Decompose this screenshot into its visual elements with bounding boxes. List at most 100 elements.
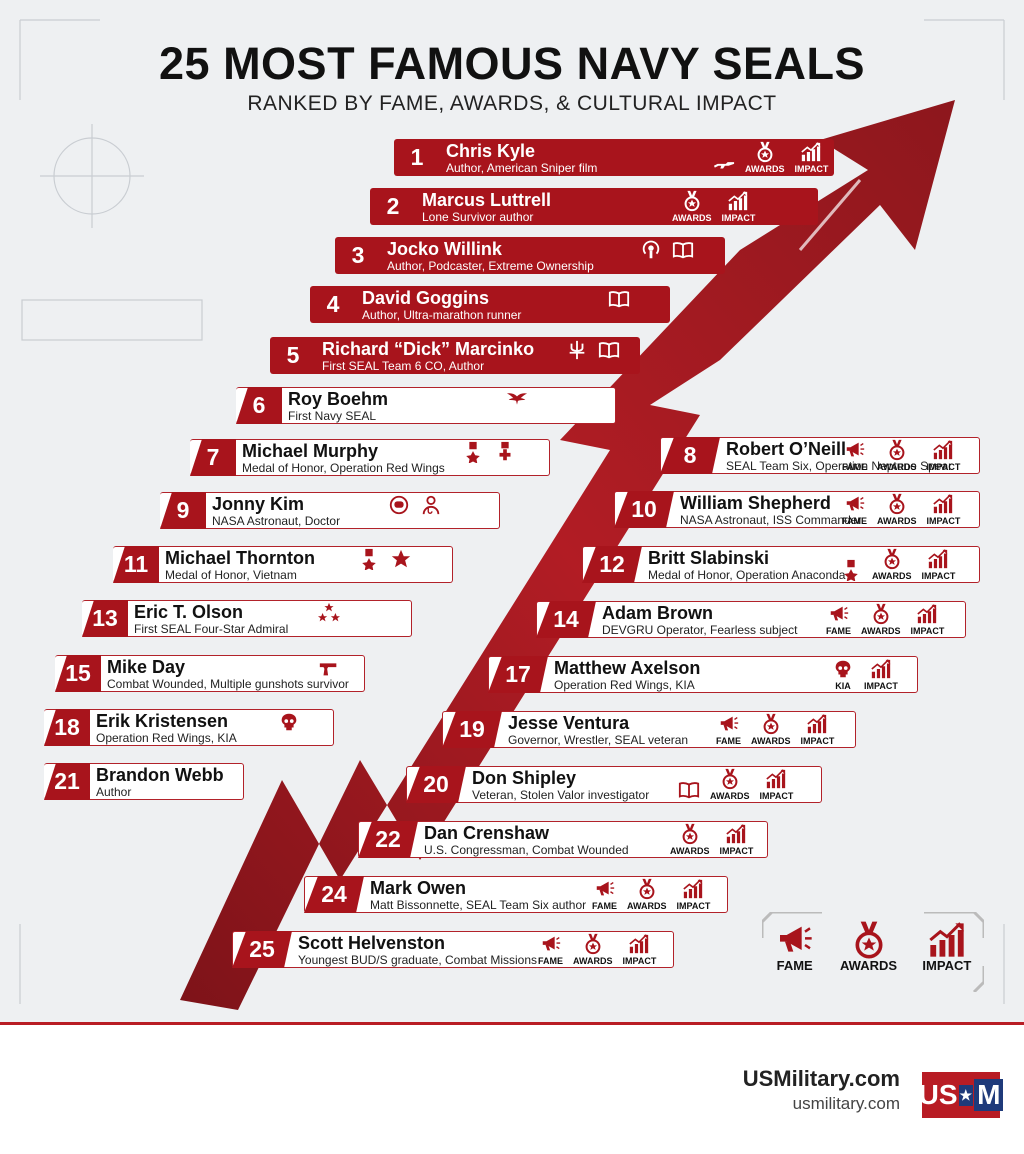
brand-url[interactable]: usmilitary.com [792,1094,900,1113]
icon-label: IMPACT [910,626,945,636]
seal-row-24: 24 Mark Owen Matt Bissonnette, SEAL Team S… [304,876,728,913]
row-icons [278,711,300,733]
icon-label: AWARDS [751,736,791,746]
row-panel [55,655,365,692]
seal-description: Author, Podcaster, Extreme Ownership [387,259,594,273]
book-icon [608,288,630,310]
seal-name: Jocko Willink [387,239,502,259]
seal-name: Mark Owen [370,878,467,898]
seal-info: Richard “Dick” Marcinko First SEAL Team 6… [322,339,534,373]
seal-info: David Goggins Author, Ultra-marathon runn… [362,288,521,322]
icon-label: IMPACT [759,791,794,801]
row-icons: FAME AWARDS IMPACT [716,713,834,746]
medal-icon: AWARDS [627,878,667,911]
seal-row-7: 7 Michael Murphy Medal of Honor, Operation… [190,439,550,476]
book-icon [598,339,620,361]
row-panel [406,766,822,803]
rank-badge: 12 [582,546,642,583]
seal-info: Dan Crenshaw U.S. Congressman, Combat Wou… [424,823,629,857]
seal-name: Brandon Webb [96,765,224,785]
seal-row-15: 15 Mike Day Combat Wounded, Multiple gunsh… [55,655,365,692]
row-icons: FAME AWARDS IMPACT [842,493,960,526]
legend-items: FAME AWARDS IMPACT [762,920,984,973]
seal-description: Operation Red Wings, KIA [96,731,237,745]
seal-description: Veteran, Stolen Valor investigator [472,788,650,802]
medal-icon: AWARDS [573,933,613,966]
icon-label: IMPACT [721,213,756,223]
seal-row-21: 21 Brandon Webb Author [44,763,244,800]
icon-label: KIA [835,681,851,691]
seal-description: NASA Astronaut, Doctor [212,514,341,528]
medal-icon: AWARDS [877,493,917,526]
seal-description: Medal of Honor, Operation Red Wings [242,461,445,475]
icon-legend: FAME AWARDS IMPACT [762,912,984,992]
skull-icon: KIA [832,658,854,691]
seal-row-12: 12 Britt Slabinski Medal of Honor, Operati… [582,546,980,583]
megaphone-icon: FAME [716,713,741,746]
star-icon: ★ [958,1084,974,1106]
arrow-highlight [798,179,862,251]
seal-info: Robert O’Neill SEAL Team Six, Operation N… [726,439,952,473]
row-icons [506,389,528,411]
seal-name: Don Shipley [472,768,577,788]
icon-label: FAME [592,901,618,911]
logo-left: US [918,1079,958,1110]
seal-name: Robert O’Neill [726,439,847,459]
seal-info: Scott Helvenston Youngest BUD/S graduate,… [298,933,537,967]
rank-badge: 1 [410,144,424,170]
four-stars-icon [318,602,340,624]
rising-arrow-graphic [19,19,1005,1010]
row-panel [335,237,725,274]
row-icons: KIA IMPACT [832,658,898,691]
arrow-svg [19,19,1005,1010]
brand-name[interactable]: USMilitary.com [742,1066,900,1091]
icon-label: IMPACT [800,736,835,746]
growth-chart-icon: IMPACT [922,548,955,581]
rank-badge: 4 [326,291,340,317]
rank-badge: 18 [44,709,90,746]
seal-name: Erik Kristensen [96,711,229,731]
row-icons [640,239,694,261]
usm-logo: US ★ M [918,1072,1004,1118]
pistol-icon [318,657,340,679]
cross-medal-icon [494,441,516,463]
row-icons: FAME AWARDS IMPACT [538,933,656,966]
row-icons: AWARDS IMPACT [713,141,828,174]
row-icons: AWARDS IMPACT [672,190,755,223]
seal-description: NASA Astronaut, ISS Commander [680,513,862,527]
doctor-icon [420,494,442,516]
icon-label: AWARDS [877,516,917,526]
icon-label: AWARDS [627,901,667,911]
row-icons: FAME AWARDS IMPACT [826,603,944,636]
row-icons [318,657,340,679]
seal-description: Youngest BUD/S graduate, Combat Missions [298,953,538,967]
divider [0,1022,1024,1025]
icon-label: AWARDS [745,164,785,174]
row-panel [358,821,768,858]
seal-row-10: 10 William Shepherd NASA Astronaut, ISS Co… [614,491,980,528]
seal-row-22: 22 Dan Crenshaw U.S. Congressman, Combat W… [358,821,768,858]
page-subtitle: RANKED BY FAME, AWARDS, & CULTURAL IMPAC… [247,92,777,115]
legend-label: FAME [776,958,813,973]
rank-badge: 3 [351,242,365,268]
seal-info: Adam Brown DEVGRU Operator, Fearless subj… [602,603,797,637]
row-panel [614,491,980,528]
seal-description: First Navy SEAL [288,409,377,423]
growth-chart-icon: IMPACT [721,190,756,223]
medal-icon [840,559,862,581]
seal-row-14: 14 Adam Brown DEVGRU Operator, Fearless su… [536,601,966,638]
seal-name: Roy Boehm [288,389,389,409]
infographic-canvas: 25 MOST FAMOUS NAVY SEALS RANKED BY FAME… [0,0,1024,1024]
row-panel [304,876,728,913]
row-panel [582,546,980,583]
row-panel [394,139,834,176]
icon-label: AWARDS [877,462,917,472]
row-panel [236,387,616,424]
seal-name: Eric T. Olson [134,602,244,622]
icon-label: AWARDS [710,791,750,801]
seal-info: Don Shipley Veteran, Stolen Valor investi… [472,768,649,802]
growth-chart-icon: IMPACT [677,878,710,911]
icon-label: IMPACT [794,164,829,174]
seal-info: Roy Boehm First Navy SEAL [288,389,388,423]
row-panel [190,439,550,476]
